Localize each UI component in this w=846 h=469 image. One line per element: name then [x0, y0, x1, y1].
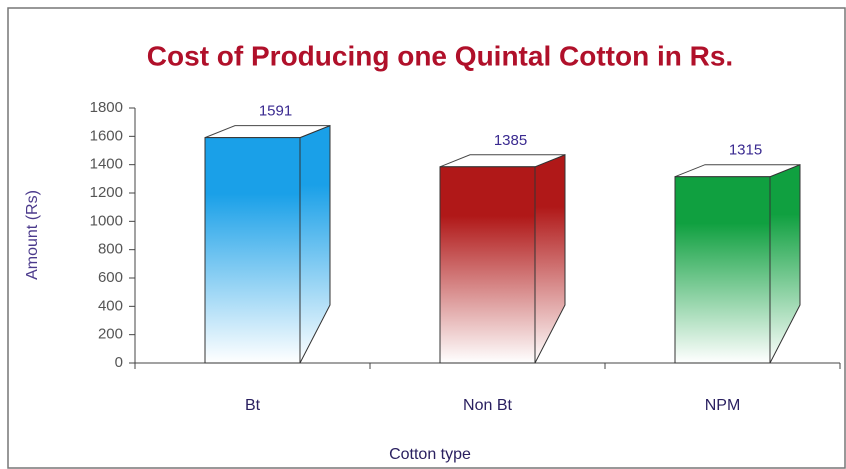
y-axis-label: Amount (Rs)	[24, 190, 41, 280]
x-axis-label: Cotton type	[389, 446, 471, 463]
x-tick-label: Bt	[245, 397, 261, 414]
y-tick-label: 1400	[90, 156, 123, 173]
x-tick-label: Non Bt	[463, 397, 512, 414]
chart-title: Cost of Producing one Quintal Cotton in …	[147, 40, 733, 71]
y-tick-label: 1800	[90, 99, 123, 116]
y-tick-label: 800	[98, 241, 123, 258]
data-label: 1315	[729, 142, 762, 159]
data-label: 1591	[259, 103, 292, 120]
y-tick-label: 600	[98, 269, 123, 286]
y-tick-label: 400	[98, 297, 123, 314]
bar	[674, 176, 771, 364]
x-tick-label: NPM	[705, 397, 741, 414]
y-tick-label: 1000	[90, 212, 123, 229]
y-tick-label: 1600	[90, 127, 123, 144]
bar	[204, 137, 301, 364]
y-tick-label: 200	[98, 326, 123, 343]
y-tick-label: 0	[115, 354, 123, 371]
y-tick-label: 1200	[90, 184, 123, 201]
data-label: 1385	[494, 132, 527, 149]
bar	[439, 166, 536, 364]
